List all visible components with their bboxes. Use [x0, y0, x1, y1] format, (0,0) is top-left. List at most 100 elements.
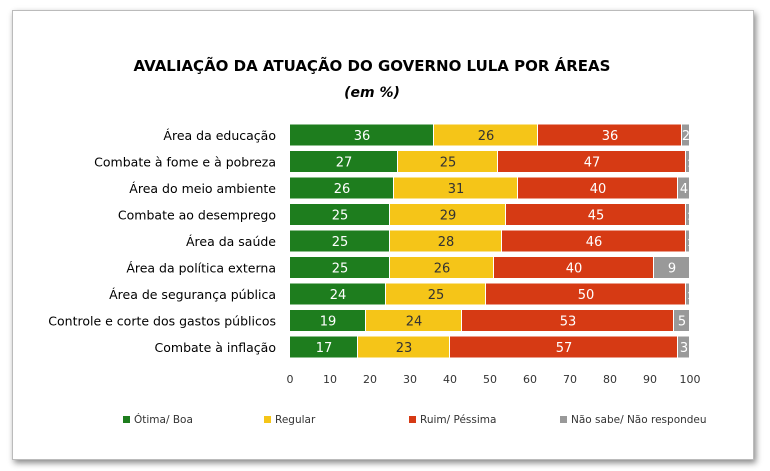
legend-entry: Regular	[275, 414, 316, 426]
data-label: 25	[440, 156, 457, 171]
data-label: 1	[687, 159, 693, 170]
x-tick-label: 80	[603, 373, 617, 386]
data-label: 26	[434, 262, 451, 277]
bar-segment	[290, 230, 389, 252]
category-label: Combate à fome e à pobreza	[94, 155, 276, 170]
data-label: 45	[588, 209, 605, 224]
bar-segment	[290, 177, 393, 199]
data-label: 26	[478, 129, 495, 144]
bar-segment	[654, 257, 689, 278]
bar-segment	[486, 283, 685, 305]
data-label: 27	[336, 156, 353, 171]
data-label: 36	[602, 129, 619, 144]
data-label: 25	[332, 209, 349, 224]
bar-segment	[290, 124, 433, 146]
bar-segment	[366, 310, 461, 331]
bar-segment	[390, 230, 501, 252]
bar-segment	[494, 257, 653, 278]
x-tick-label: 50	[483, 373, 497, 386]
bar-segment	[398, 151, 497, 172]
bar-segment	[386, 283, 485, 305]
data-label: 57	[556, 341, 573, 356]
bar-segment	[290, 336, 357, 358]
data-label: 4	[680, 182, 688, 197]
bar-segment	[678, 177, 689, 199]
x-tick-label: 30	[403, 373, 417, 386]
bar-segment	[394, 177, 517, 199]
data-label: 46	[586, 235, 603, 250]
data-label: 50	[578, 288, 595, 303]
x-tick-label: 40	[443, 373, 457, 386]
bar-segment	[506, 204, 685, 225]
data-label: 40	[590, 182, 607, 197]
bar-segment	[434, 124, 537, 146]
data-label: 3	[680, 341, 688, 356]
x-tick-label: 20	[363, 373, 377, 386]
bar-segment	[462, 310, 673, 331]
data-label: 2	[682, 129, 690, 144]
bar-segment	[686, 283, 689, 305]
legend-entry: Ruim/ Péssima	[420, 414, 496, 426]
bar-segment	[390, 257, 493, 278]
bar-segment	[390, 204, 505, 225]
category-label: Área da educação	[163, 128, 276, 143]
legend-swatch	[560, 416, 567, 423]
data-label: 9	[668, 262, 676, 277]
data-label: 19	[320, 315, 337, 330]
data-label: 23	[396, 341, 413, 356]
x-tick-label: 90	[643, 373, 657, 386]
data-label: 31	[448, 182, 465, 197]
data-label: 40	[566, 262, 583, 277]
bar-segment	[502, 230, 685, 252]
category-label: Área da política externa	[126, 261, 276, 276]
data-label: 36	[354, 129, 371, 144]
x-tick-label: 0	[287, 373, 294, 386]
bar-segment	[686, 204, 689, 225]
x-tick-label: 70	[563, 373, 577, 386]
bar-segment	[358, 336, 449, 358]
data-label: 47	[584, 156, 601, 171]
bar-segment	[290, 151, 397, 172]
data-label: 25	[428, 288, 445, 303]
data-label: 28	[438, 235, 455, 250]
bar-segment	[290, 283, 385, 305]
category-label: Controle e corte dos gastos públicos	[48, 314, 276, 329]
bar-segment	[682, 124, 689, 146]
bar-segment	[538, 124, 681, 146]
bar-segment	[290, 310, 365, 331]
bar-segment	[290, 257, 389, 278]
chart-title: AVALIAÇÃO DA ATUAÇÃO DO GOVERNO LULA POR…	[134, 56, 611, 75]
chart-subtitle: (em %)	[344, 85, 400, 101]
data-label: 25	[332, 262, 349, 277]
legend-swatch	[264, 416, 271, 423]
x-tick-label: 100	[680, 373, 701, 386]
data-label: 1	[687, 291, 693, 302]
bar-segment	[450, 336, 677, 358]
legend-entry: Não sabe/ Não respondeu	[571, 414, 707, 426]
x-tick-label: 10	[323, 373, 337, 386]
bar-segment	[290, 204, 389, 225]
legend-entry: Ótima/ Boa	[134, 413, 193, 426]
category-label: Área de segurança pública	[109, 287, 276, 302]
bar-segment	[674, 310, 689, 331]
legend-swatch	[123, 416, 130, 423]
legend-swatch	[409, 416, 416, 423]
data-label: 25	[332, 235, 349, 250]
data-label: 26	[334, 182, 351, 197]
bar-segment	[686, 151, 689, 172]
category-label: Área do meio ambiente	[129, 181, 276, 196]
data-label: 17	[316, 341, 333, 356]
category-label: Área da saúde	[186, 234, 276, 249]
category-label: Combate ao desemprego	[118, 208, 276, 223]
bar-segment	[686, 230, 689, 252]
data-label: 1	[687, 212, 693, 223]
data-label: 29	[440, 209, 457, 224]
bar-segment	[518, 177, 677, 199]
data-label: 1	[687, 238, 693, 249]
bar-segment	[678, 336, 689, 358]
data-label: 5	[678, 315, 686, 330]
bar-segment	[498, 151, 685, 172]
x-tick-label: 60	[523, 373, 537, 386]
data-label: 53	[560, 315, 577, 330]
